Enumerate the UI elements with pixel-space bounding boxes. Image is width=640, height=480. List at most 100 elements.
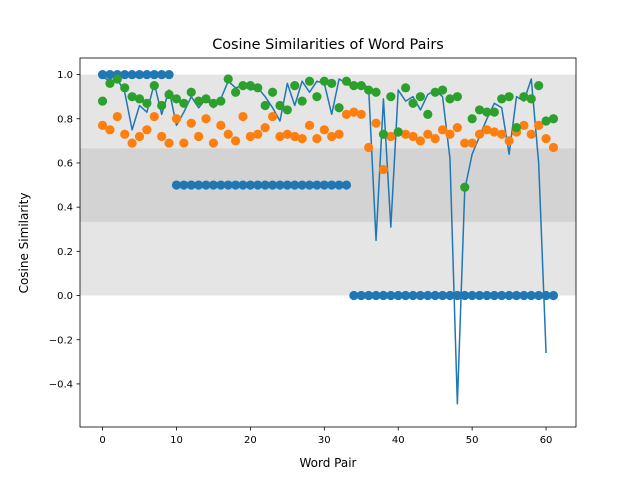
scatter-point xyxy=(201,94,211,104)
scatter-point xyxy=(134,69,145,80)
scatter-point xyxy=(304,120,315,130)
scatter-point xyxy=(408,98,418,108)
scatter-point xyxy=(171,114,182,124)
scatter-point xyxy=(349,81,359,91)
y-tick-label: 0.8 xyxy=(57,114,73,125)
scatter-point xyxy=(378,290,389,301)
scatter-point xyxy=(105,125,115,135)
scatter-point xyxy=(194,131,204,142)
scatter-point xyxy=(423,109,433,119)
scatter-point xyxy=(231,87,241,97)
scatter-point xyxy=(223,180,233,190)
scatter-point xyxy=(334,129,344,139)
scatter-point xyxy=(142,125,152,135)
y-tick-label: 0.0 xyxy=(57,291,73,302)
scatter-point xyxy=(127,69,137,80)
scatter-point xyxy=(341,109,352,119)
scatter-point xyxy=(290,81,300,91)
scatter-point xyxy=(120,69,130,80)
scatter-point xyxy=(216,180,226,190)
scatter-point xyxy=(386,92,396,102)
x-tick-label: 0 xyxy=(99,435,105,446)
scatter-point xyxy=(134,94,145,104)
scatter-point xyxy=(319,125,329,135)
scatter-point xyxy=(186,87,196,97)
x-tick-label: 20 xyxy=(244,435,257,446)
scatter-point xyxy=(364,85,374,95)
scatter-point xyxy=(423,290,433,301)
scatter-point xyxy=(401,290,411,301)
scatter-point xyxy=(186,118,196,128)
scatter-point xyxy=(223,129,233,139)
scatter-point xyxy=(282,180,292,190)
scatter-point xyxy=(474,290,485,301)
scatter-point xyxy=(208,138,219,148)
scatter-point xyxy=(378,129,389,139)
scatter-point xyxy=(467,114,477,124)
scatter-point xyxy=(548,142,559,153)
scatter-point xyxy=(208,98,219,108)
scatter-point xyxy=(164,89,174,100)
scatter-point xyxy=(430,134,440,144)
scatter-point xyxy=(149,81,159,91)
chart-title: Cosine Similarities of Word Pairs xyxy=(212,37,444,53)
x-axis-ticks: 0 10 20 30 40 50 60 xyxy=(99,427,552,446)
scatter-point xyxy=(460,182,470,192)
scatter-point xyxy=(386,131,396,142)
scatter-point xyxy=(408,290,418,301)
scatter-point xyxy=(267,111,278,122)
scatter-point xyxy=(526,290,536,301)
scatter-point xyxy=(460,290,470,301)
scatter-point xyxy=(356,81,366,91)
scatter-point xyxy=(282,129,292,139)
scatter-point xyxy=(216,96,226,106)
scatter-point xyxy=(445,129,455,139)
scatter-point xyxy=(164,69,174,80)
scatter-point xyxy=(142,69,152,80)
scatter-point xyxy=(356,109,366,119)
scatter-point xyxy=(504,136,514,146)
scatter-point xyxy=(201,180,211,190)
scatter-point xyxy=(245,131,255,142)
scatter-series-1 xyxy=(97,107,559,175)
scatter-point xyxy=(393,290,403,301)
scatter-point xyxy=(356,290,366,301)
scatter-point xyxy=(290,180,300,190)
scatter-series-0 xyxy=(97,69,559,301)
scatter-point xyxy=(445,290,455,301)
scatter-point xyxy=(282,105,292,115)
scatter-point xyxy=(275,180,285,190)
scatter-point xyxy=(482,290,492,301)
scatter-point xyxy=(112,111,122,122)
scatter-point xyxy=(437,125,448,135)
scatter-point xyxy=(467,290,477,301)
y-tick-label: 0.2 xyxy=(57,247,73,258)
scatter-point xyxy=(194,96,204,106)
scatter-point xyxy=(194,180,204,190)
scatter-point xyxy=(474,129,485,139)
scatter-point xyxy=(327,78,337,89)
scatter-point xyxy=(341,76,352,86)
axes-frame xyxy=(79,57,577,428)
scatter-point xyxy=(519,290,529,301)
scatter-point xyxy=(105,78,115,89)
shaded-band-0 xyxy=(80,221,576,296)
y-axis-label: Cosine Similarity xyxy=(17,193,31,294)
y-tick-label: −0.4 xyxy=(49,380,73,391)
scatter-point xyxy=(519,92,529,102)
scatter-point xyxy=(371,290,381,301)
x-tick-label: 10 xyxy=(170,435,183,446)
scatter-point xyxy=(120,129,130,139)
scatter-point xyxy=(364,142,374,153)
scatter-point xyxy=(267,87,278,97)
scatter-point xyxy=(297,134,307,144)
scatter-point xyxy=(312,180,322,190)
y-tick-label: 0.4 xyxy=(57,203,73,214)
scatter-point xyxy=(393,127,403,137)
scatter-point xyxy=(445,94,455,104)
scatter-point xyxy=(415,92,425,102)
scatter-point xyxy=(437,290,448,301)
scatter-point xyxy=(216,120,226,130)
scatter-point xyxy=(452,123,462,133)
scatter-point xyxy=(164,138,174,148)
